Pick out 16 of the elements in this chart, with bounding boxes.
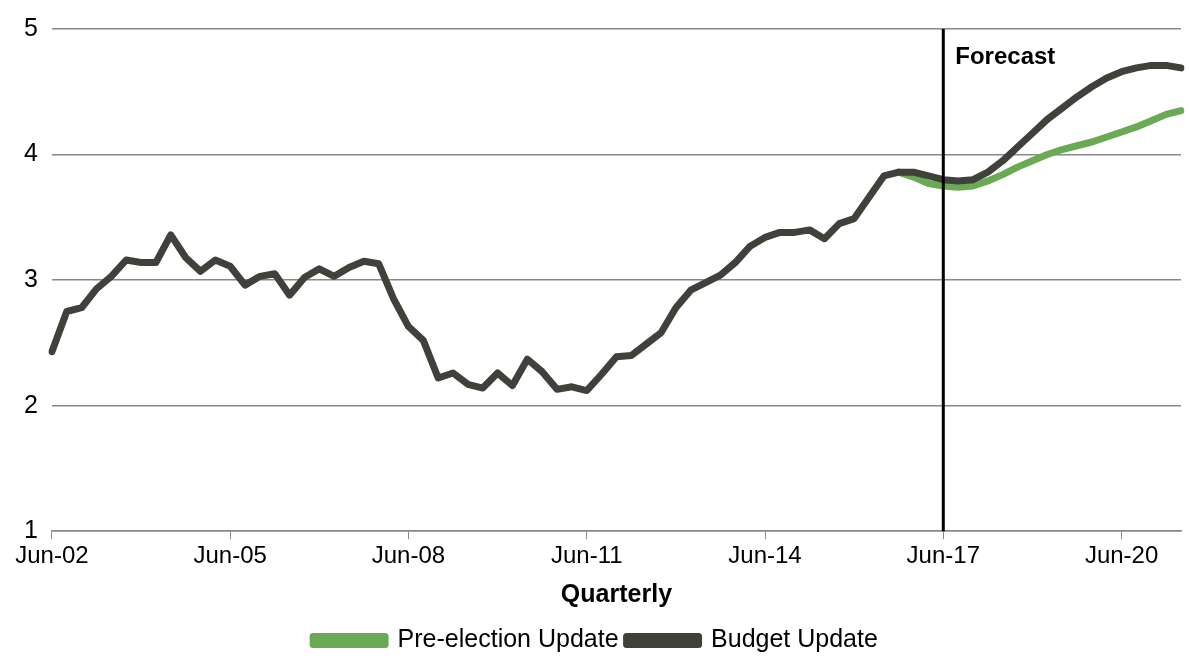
x-tick-label: Jun-05	[193, 541, 267, 569]
y-tick-label: 1	[24, 515, 38, 544]
legend-label: Pre-election Update	[397, 624, 619, 653]
x-tick-label: Jun-14	[728, 541, 802, 569]
x-tick-label: Jun-20	[1084, 541, 1159, 569]
x-axis-title: Quarterly	[560, 578, 673, 607]
x-tick-label: Jun-08	[371, 541, 446, 569]
y-tick-label: 4	[24, 138, 38, 167]
x-tick-label: Jun-11	[550, 541, 623, 569]
x-tick-label: Jun-17	[906, 541, 980, 569]
y-tick-label: 5	[24, 12, 38, 41]
ref-line-label: Forecast	[955, 41, 1056, 69]
legend-label: Budget Update	[711, 624, 878, 653]
x-tick-label: Jun-02	[15, 541, 89, 569]
y-tick-label: 2	[24, 389, 38, 418]
y-tick-label: 3	[24, 263, 38, 292]
